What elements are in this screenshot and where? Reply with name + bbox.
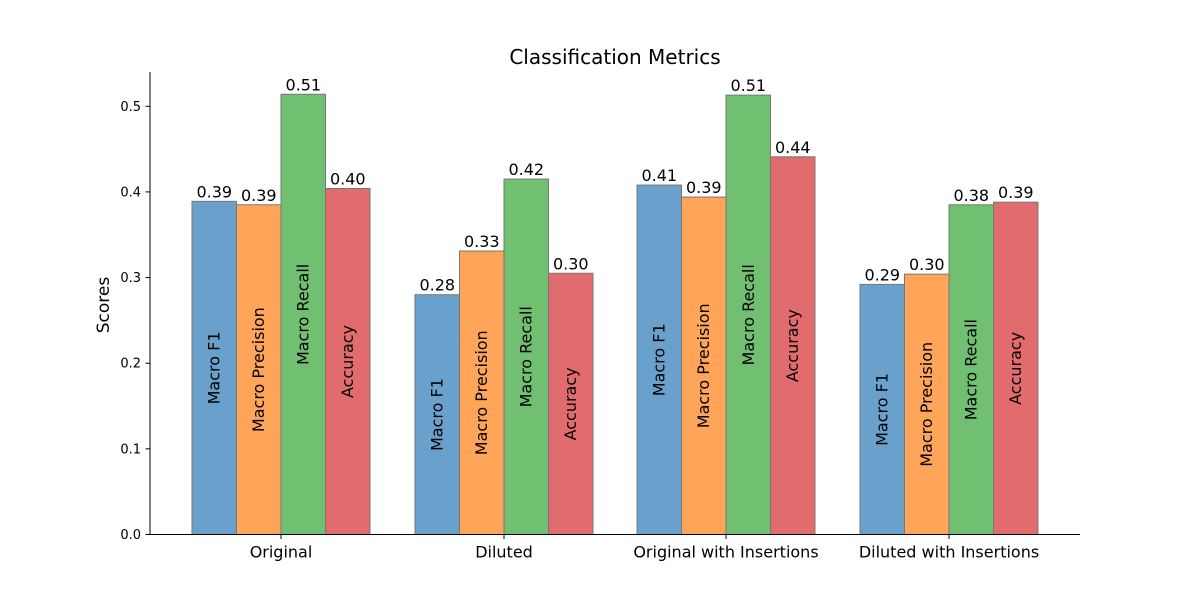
bar-value-label: 0.42 (508, 160, 544, 179)
bar-value-label: 0.29 (864, 265, 900, 284)
bar-series-label: Macro Precision (249, 307, 268, 432)
y-tick-label: 0.4 (120, 185, 141, 200)
bar-series-label: Macro Precision (694, 303, 713, 428)
x-tick-label: Original with Insertions (633, 543, 818, 562)
bar-value-label: 0.44 (775, 138, 811, 157)
bar-series-label: Macro F1 (873, 373, 892, 446)
x-tick-label: Diluted (475, 543, 533, 562)
bar-series-label: Accuracy (1006, 332, 1025, 405)
y-tick-label: 0.1 (120, 442, 141, 457)
bar-value-label: 0.38 (953, 186, 989, 205)
bar-series-label: Macro F1 (205, 331, 224, 404)
bars: 0.39 Macro F1 0.28 Macro F1 0.41 Macro F1 0.29… (191, 75, 1039, 536)
x-tick-label: Diluted with Insertions (859, 543, 1039, 562)
bar-series-label: Macro F1 (650, 323, 669, 396)
y-axis-label: Scores (94, 277, 114, 334)
bar-value-label: 0.51 (730, 76, 766, 95)
bar-series-label: Macro Recall (294, 264, 313, 365)
bar-accuracy (770, 156, 816, 536)
bar-value-label: 0.41 (641, 166, 677, 185)
y-tick-label: 0.5 (120, 100, 141, 115)
chart-title: Classification Metrics (509, 45, 720, 69)
y-tick-label: 0.3 (120, 271, 141, 286)
bar-value-label: 0.33 (464, 232, 500, 251)
bar-value-label: 0.39 (686, 178, 722, 197)
bar-value-label: 0.30 (909, 255, 945, 274)
bar-accuracy (548, 272, 594, 535)
bar-macro-precision (236, 204, 282, 535)
bar-series-label: Macro Recall (517, 306, 536, 407)
y-tick-label: 0.0 (120, 528, 141, 543)
bar-macro-precision (904, 273, 950, 535)
bar-macro-f1 (414, 294, 460, 535)
y-tick-label: 0.2 (120, 357, 141, 372)
bar-accuracy (325, 187, 371, 535)
bar-series-label: Macro Recall (962, 319, 981, 420)
x-tick-label: Original (250, 543, 313, 562)
bar-value-label: 0.39 (241, 186, 277, 205)
bar-series-label: Macro Precision (472, 330, 491, 455)
bar-value-label: 0.30 (553, 254, 589, 273)
bar-series-label: Macro Precision (917, 342, 936, 467)
bar-macro-recall (725, 94, 771, 535)
bar-value-label: 0.51 (285, 75, 321, 94)
bar-value-label: 0.28 (419, 276, 455, 295)
bar-value-label: 0.39 (998, 183, 1034, 202)
bar-series-label: Macro Recall (739, 264, 758, 365)
bar-macro-precision (459, 250, 505, 535)
bar-macro-recall (280, 93, 326, 535)
bar-accuracy (993, 201, 1039, 535)
axis-ticks: 0.0 0.1 0.2 0.3 0.4 0.5 Original Diluted Origina… (120, 100, 1039, 562)
bar-macro-recall (503, 178, 549, 535)
bar-macro-f1 (191, 200, 237, 535)
bar-value-label: 0.40 (330, 169, 366, 188)
bar-series-label: Macro F1 (428, 378, 447, 451)
bar-series-label: Accuracy (561, 367, 580, 440)
bar-macro-recall (948, 204, 994, 535)
bar-macro-f1 (859, 283, 905, 535)
bar-series-label: Accuracy (338, 325, 357, 398)
bar-series-label: Accuracy (783, 309, 802, 382)
bar-value-label: 0.39 (196, 182, 232, 201)
